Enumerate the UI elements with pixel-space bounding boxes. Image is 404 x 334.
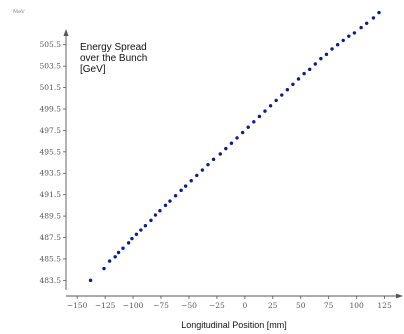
data-point (195, 173, 199, 178)
x-ticks: −150 −125 −100 −75 −50 −25 0 25 50 75 100 125 (67, 296, 392, 310)
data-point (307, 67, 312, 72)
data-point (102, 266, 106, 271)
data-point (130, 236, 134, 241)
data-point (206, 162, 210, 167)
data-point (291, 82, 295, 87)
data-point (257, 114, 262, 119)
data-point (347, 34, 351, 38)
data-point (121, 246, 125, 250)
x-tick-label: 125 (377, 301, 392, 310)
data-point (335, 43, 340, 47)
data-point (341, 38, 345, 43)
data-point (218, 152, 222, 156)
data-point (88, 278, 93, 283)
corner-note: MeV (13, 9, 25, 15)
data-point (252, 120, 256, 124)
data-point (189, 179, 193, 183)
data-point (179, 188, 183, 193)
x-tick-label: −150 (67, 301, 88, 310)
y-tick-label: 505.5 (40, 40, 62, 49)
x-tick-label: 75 (324, 301, 334, 310)
x-tick-label: −100 (123, 301, 144, 310)
data-point (211, 157, 216, 162)
data-point (158, 209, 162, 213)
data-point (163, 203, 168, 208)
data-point (149, 218, 153, 223)
data-point (296, 77, 301, 81)
data-point (113, 255, 117, 259)
data-point (371, 16, 376, 20)
x-tick-label: −50 (181, 301, 197, 310)
data-point (302, 71, 306, 76)
y-tick-label: 503.5 (40, 62, 62, 71)
data-point (330, 47, 334, 51)
data-point (246, 125, 250, 129)
y-tick-label: 483.5 (40, 276, 62, 285)
data-point (285, 87, 290, 92)
data-point (365, 21, 369, 25)
data-point (168, 199, 172, 203)
data-point (126, 241, 131, 245)
data-point (240, 130, 245, 135)
plot-title-line: Energy Spread (80, 42, 147, 53)
plot-title-line: over the Bunch (80, 53, 147, 64)
x-axis-label: Longitudinal Position [mm] (181, 320, 287, 330)
data-point (319, 56, 323, 61)
data-point (224, 146, 228, 151)
y-tick-label: 487.5 (40, 233, 62, 242)
data-point (139, 228, 143, 232)
data-point (274, 98, 278, 103)
y-tick-label: 497.5 (40, 126, 62, 135)
data-point (235, 136, 239, 140)
x-axis: −150 −125 −100 −75 −50 −25 0 25 50 75 100 125 (66, 293, 403, 310)
y-tick-label: 493.5 (40, 169, 62, 178)
y-tick-label: 495.5 (40, 147, 62, 156)
y-tick-label: 491.5 (40, 190, 62, 199)
y-tick-label: 501.5 (40, 83, 62, 92)
data-point (280, 93, 284, 97)
data-point (143, 224, 148, 228)
plot-title-line: [GeV] (80, 64, 106, 75)
y-tick-label: 485.5 (40, 254, 62, 263)
data-point (134, 232, 139, 237)
data-point (377, 10, 381, 15)
y-axis-arrow (63, 29, 69, 36)
x-tick-label: 25 (268, 301, 278, 310)
data-point (313, 62, 317, 66)
data-point (116, 250, 121, 255)
x-tick-label: 100 (349, 301, 364, 310)
y-ticks: 483.5 485.5 487.5 489.5 491.5 493.5 495.5 497.5… (40, 40, 66, 285)
x-tick-label: −75 (153, 301, 169, 310)
data-point (173, 194, 178, 198)
data-point (229, 141, 234, 145)
x-tick-label: −125 (95, 301, 116, 310)
data-point (359, 25, 363, 30)
data-points (88, 10, 381, 283)
y-axis: 483.5 485.5 487.5 489.5 491.5 493.5 495.5 497.5… (40, 29, 69, 290)
data-point (268, 104, 273, 108)
data-point (183, 184, 188, 188)
y-tick-label: 499.5 (40, 104, 62, 113)
plot-title: Energy Spread over the Bunch [GeV] (80, 42, 147, 75)
x-tick-label: 0 (242, 301, 247, 310)
data-point (263, 109, 267, 113)
x-tick-label: −25 (209, 301, 225, 310)
data-point (200, 168, 205, 172)
data-point (153, 213, 158, 217)
data-point (324, 52, 329, 57)
x-tick-label: 50 (296, 301, 306, 310)
x-axis-arrow (396, 293, 403, 299)
data-point (107, 259, 112, 263)
data-point (352, 31, 357, 35)
y-tick-label: 489.5 (40, 212, 62, 221)
